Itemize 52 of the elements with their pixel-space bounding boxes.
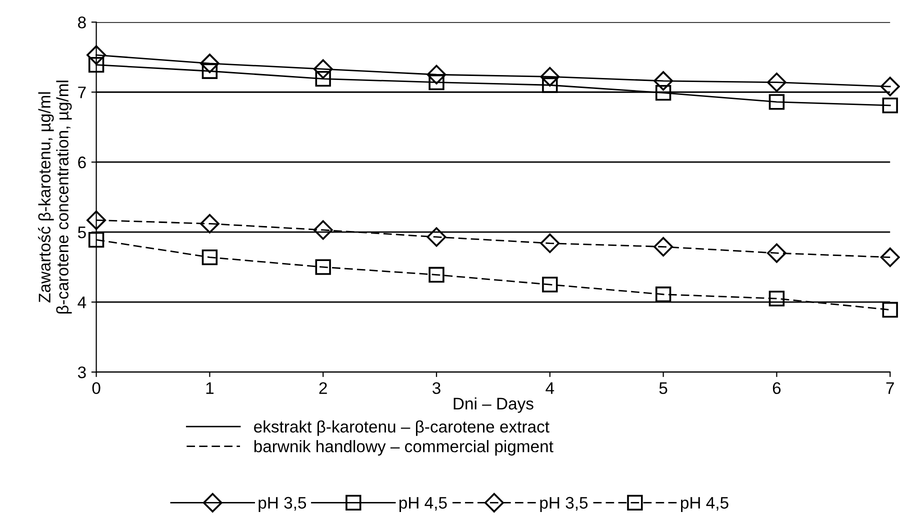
point [766,72,786,92]
point [200,54,220,74]
point [655,84,672,101]
x-tick-label: 7 [886,382,894,394]
y-tick-label: 3 [78,366,86,378]
legend-label: pH 4,5 [399,497,447,512]
point [882,98,898,114]
x-axis-title: Dni – Days [454,397,534,413]
point [540,66,560,86]
x-tick-label: 5 [659,382,668,394]
text: barwnik handlowy – commercial pigment [254,440,554,456]
x-tick-label: 3 [432,382,440,394]
point [202,249,218,266]
point [880,76,900,96]
point [313,59,333,79]
y-tick-label: 5 [78,226,86,238]
point [426,227,446,247]
point [313,220,333,240]
point [654,71,674,91]
point [540,234,560,254]
point [880,248,900,268]
y-tick-label: 6 [78,156,86,168]
point [200,214,220,234]
point [882,302,898,318]
x-tick-label: 4 [546,382,554,394]
y-axis-title: Zawartość β-karotenu, µg/ml β-carotene concentration, µg/ml [38,80,72,314]
point [766,243,786,263]
point [86,45,106,65]
x-tick-label: 6 [772,382,781,394]
point [426,64,446,84]
point [428,266,444,283]
point [655,286,672,302]
x-tick-label: 0 [92,382,100,394]
point [315,259,331,275]
legend-label: pH 3,5 [540,496,588,512]
point [88,232,104,248]
y-tick-label: 8 [78,16,86,28]
point [654,237,674,257]
y-tick-label: 4 [78,296,86,308]
point [768,94,785,110]
point [768,290,785,306]
point [86,210,106,230]
point [315,70,331,87]
x-tick-label: 2 [319,382,327,394]
point [542,276,558,292]
point [88,56,104,73]
point [542,77,558,93]
text: ekstrakt β-karotenu – β-carotene extract [254,420,550,436]
y-tick-label: 7 [78,86,86,98]
legend-label: pH 4,5 [681,497,728,512]
x-tick-label: 1 [206,382,214,394]
legend-label: pH 3,5 [258,496,306,512]
